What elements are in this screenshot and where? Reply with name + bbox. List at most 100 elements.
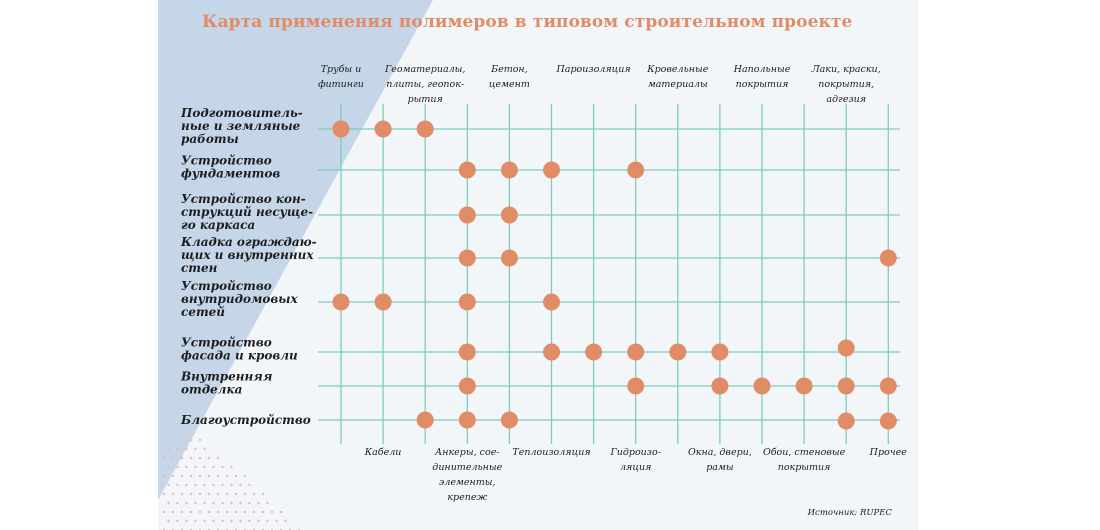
chart-card: Карта применения полимеров в типовом стр…: [158, 0, 918, 530]
decorative-dot: [162, 510, 166, 514]
decorative-dot: [189, 492, 193, 496]
decorative-dot: [180, 438, 184, 442]
decorative-dot: [216, 510, 220, 514]
decorative-dot: [185, 447, 188, 451]
column-label: Анкеры, сое-динительные элементы, крепеж: [432, 447, 502, 503]
decorative-dot: [203, 447, 206, 451]
usage-dot: [332, 293, 350, 311]
decorative-dot: [189, 474, 193, 478]
decorative-dot: [212, 501, 215, 505]
usage-dot: [374, 120, 392, 138]
decorative-dot: [230, 519, 233, 523]
decorative-dot: [257, 501, 260, 505]
usage-dot: [500, 411, 518, 429]
decorative-dot: [279, 510, 283, 514]
column-label: Кровельные материалы: [646, 64, 709, 90]
decorative-dot: [212, 519, 215, 523]
decorative-dot: [176, 483, 179, 487]
row-label: Устройство фасада и кровли: [181, 336, 298, 363]
row-label: Устройство фундаментов: [181, 154, 280, 181]
decorative-dot: [207, 510, 211, 514]
decorative-dot: [194, 501, 197, 505]
chart-title: Карта применения полимеров в типовом стр…: [202, 12, 853, 32]
column-label: Теплоизоляция: [512, 447, 590, 458]
usage-dot: [543, 293, 560, 311]
decorative-dot: [207, 474, 211, 478]
decorative-dot: [261, 492, 265, 496]
decorative-dot: [216, 456, 220, 460]
usage-dot: [669, 343, 687, 361]
decorative-dot: [171, 456, 175, 460]
decorative-dot: [194, 519, 197, 523]
decorative-dot: [239, 483, 242, 487]
decorative-dot: [225, 474, 229, 478]
usage-dots: [332, 120, 897, 430]
usage-dot: [837, 412, 855, 430]
decorative-dot: [176, 501, 179, 505]
decorative-dot: [239, 501, 242, 505]
decorative-dot: [194, 465, 197, 469]
decorative-dot: [243, 492, 247, 496]
decorative-dot: [198, 456, 202, 460]
column-label: Бетон, цемент: [489, 64, 530, 90]
column-label: Прочее: [869, 447, 908, 458]
usage-dot: [458, 377, 476, 395]
decorative-dot: [234, 492, 238, 496]
usage-dot: [627, 377, 645, 395]
row-label: Устройство внутридомовых сетей: [181, 279, 298, 319]
decorative-dot: [167, 447, 170, 451]
usage-dot: [585, 343, 603, 361]
decorative-dot: [167, 465, 170, 469]
decorative-dot: [198, 474, 202, 478]
decorative-dot: [162, 438, 166, 442]
decorative-dot: [230, 483, 233, 487]
row-labels: Подготовитель-ные и земляные работы Устрой…: [180, 106, 317, 427]
decorative-dot: [252, 510, 256, 514]
decorative-dot: [207, 492, 211, 496]
decorative-dot: [171, 492, 175, 496]
decorative-dot: [203, 519, 206, 523]
row-label: Устройство кон-струкций несуще-го каркас…: [181, 192, 313, 232]
decorative-dot: [230, 501, 233, 505]
decorative-dot: [167, 519, 170, 523]
decorative-dot: [248, 483, 251, 487]
column-label: Лаки, краски, покрытия, адгезия: [811, 64, 881, 105]
column-label: Геоматериалы, плиты, геопок-рытия: [384, 64, 465, 105]
usage-dot: [627, 343, 645, 361]
usage-dot: [416, 120, 434, 138]
usage-dot: [332, 120, 350, 138]
column-labels: Трубы и фитинги Кабели Геоматериалы, плиты, …: [318, 64, 907, 503]
decorative-dot: [185, 465, 188, 469]
decorative-dot: [248, 519, 251, 523]
decorative-dot: [176, 465, 179, 469]
decorative-dot: [234, 510, 238, 514]
usage-dot: [458, 343, 476, 361]
grid-lines: [318, 104, 900, 444]
usage-dot: [879, 377, 897, 395]
decorative-dot: [266, 519, 269, 523]
usage-dot: [458, 249, 476, 267]
decorative-dot: [171, 438, 175, 442]
usage-dot: [879, 412, 897, 430]
row-label: Благоустройство: [180, 413, 311, 427]
usage-dot: [458, 206, 476, 224]
source-note: Источник: RUPEC: [807, 508, 892, 518]
decorative-dot: [284, 519, 287, 523]
decorative-dot: [162, 456, 166, 460]
usage-dot: [416, 411, 434, 429]
column-label: Обои, стеновые покрытия: [763, 447, 846, 473]
decorative-dot: [176, 447, 179, 451]
column-label: Кабели: [364, 447, 402, 458]
usage-matrix: Трубы и фитинги Кабели Геоматериалы, плиты, …: [180, 64, 907, 503]
decorative-dot: [243, 474, 247, 478]
usage-dot: [795, 377, 813, 395]
decorative-dot: [261, 510, 265, 514]
decorative-dot: [221, 465, 224, 469]
decorative-dot: [162, 474, 166, 478]
usage-dot: [458, 411, 476, 429]
decorative-dot: [180, 492, 184, 496]
decorative-dot: [180, 474, 184, 478]
usage-dot: [374, 293, 392, 311]
row-label: Подготовитель-ные и земляные работы: [180, 106, 303, 146]
decorative-dot: [212, 483, 215, 487]
